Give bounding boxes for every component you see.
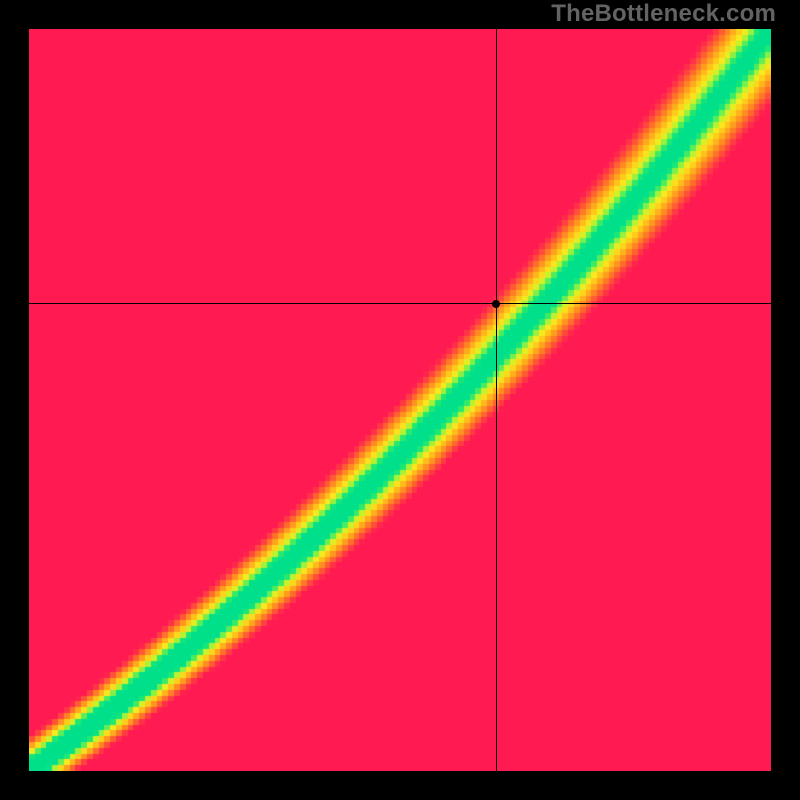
watermark-text: TheBottleneck.com — [551, 0, 776, 28]
crosshair-vertical — [496, 29, 497, 771]
crosshair-horizontal — [29, 303, 771, 304]
plot-area — [29, 29, 771, 771]
crosshair-marker — [492, 300, 500, 308]
bottleneck-heatmap — [29, 29, 771, 771]
chart-container: TheBottleneck.com — [0, 0, 800, 800]
